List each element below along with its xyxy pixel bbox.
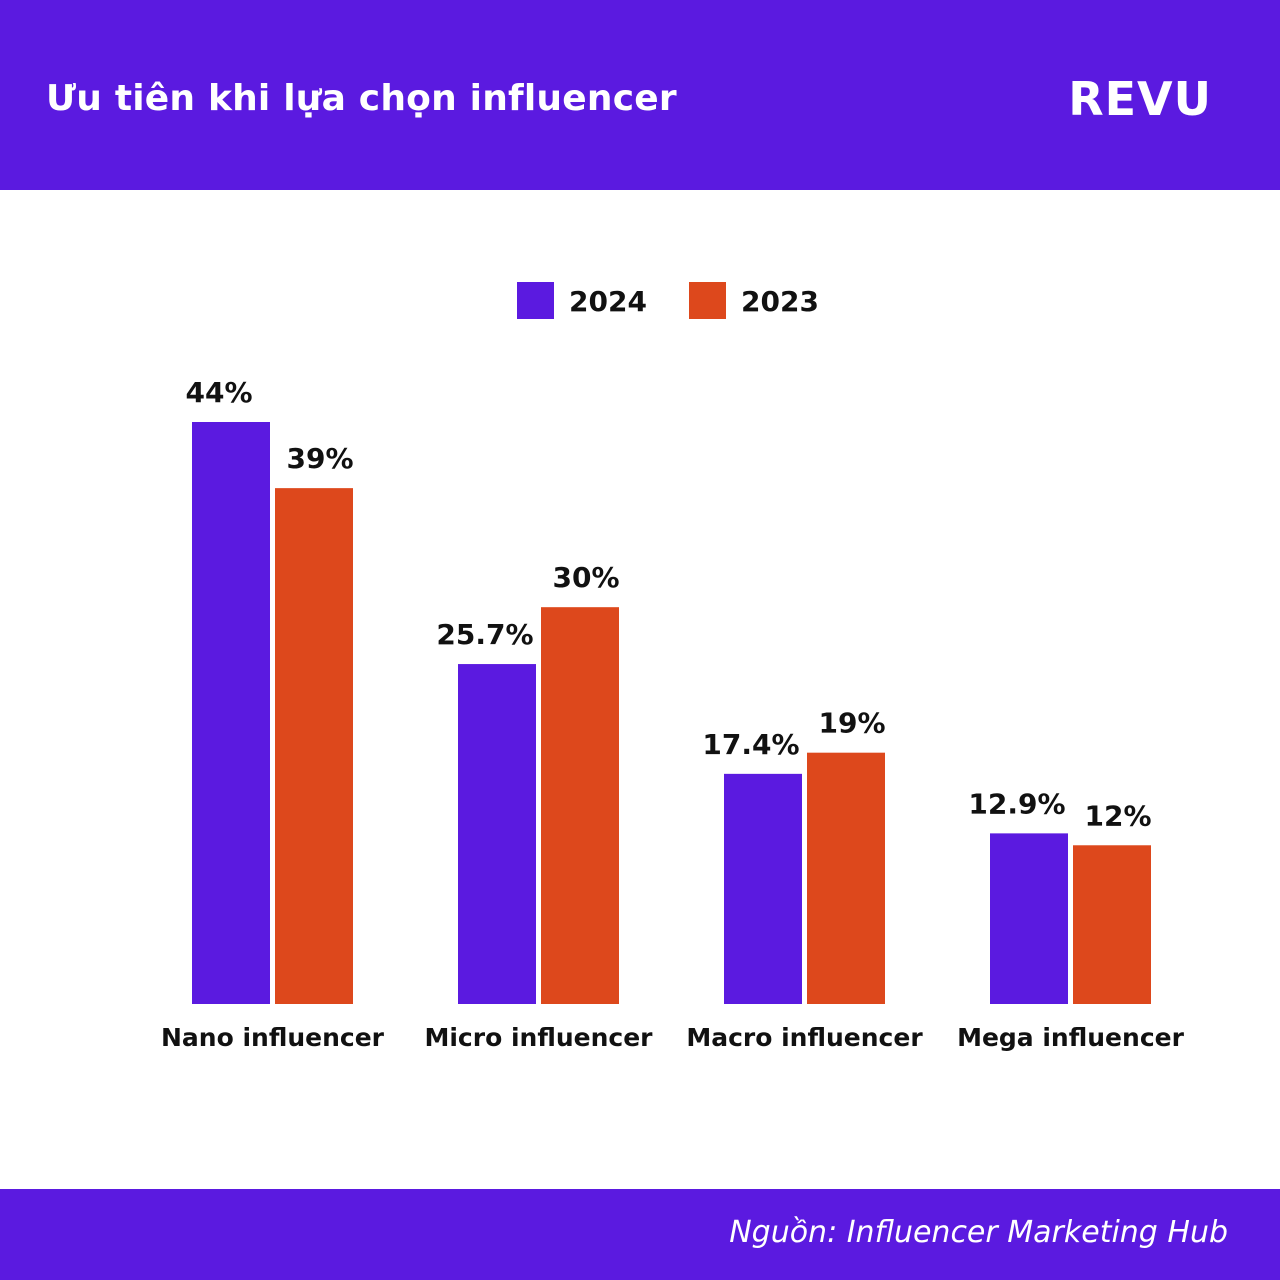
bar-2023-1 [541, 607, 619, 1004]
value-label-2023-1: 30% [552, 561, 619, 594]
category-label-2: Macro influencer [686, 1023, 923, 1052]
brand-logo: REVU [1068, 72, 1212, 126]
category-labels-group: Nano influencer Micro influencer Macro inf… [161, 1023, 1185, 1052]
value-label-2024-2: 17.4% [702, 728, 799, 761]
bars-group [192, 422, 1151, 1004]
bar-2023-2 [807, 752, 885, 1004]
category-label-0: Nano influencer [161, 1023, 385, 1052]
value-label-2023-0: 39% [286, 442, 353, 475]
bar-2023-3 [1073, 845, 1151, 1004]
value-label-2024-1: 25.7% [436, 618, 533, 651]
legend-label-2023: 2023 [741, 285, 819, 318]
bar-2024-0 [192, 422, 270, 1004]
bar-2024-1 [458, 664, 536, 1004]
category-label-1: Micro influencer [424, 1023, 653, 1052]
page-title: Ưu tiên khi lựa chọn influencer [46, 78, 677, 119]
source-note: Nguồn: Influencer Marketing Hub [729, 1215, 1228, 1250]
bar-chart: 2024 2023 44%39%25.7%30%17.4%19%12.9% 12% … [161, 282, 1185, 1052]
legend-label-2024: 2024 [569, 285, 647, 318]
legend: 2024 2023 [517, 282, 819, 319]
legend-swatch-2023 [689, 282, 726, 319]
category-label-3: Mega influencer [957, 1023, 1185, 1052]
value-labels-group: 44% 39% 25.7% 30% 17.4% 19% 12.9% 12% [185, 376, 1151, 832]
value-label-2023-3: 12% [1084, 799, 1151, 832]
value-label-2023-2: 19% [818, 707, 885, 740]
bar-2024-2 [724, 773, 802, 1004]
header-banner: Ưu tiên khi lựa chọn influencer REVU [0, 0, 1280, 190]
value-label-2024-0: 44% [185, 376, 252, 409]
bar-2024-3 [990, 833, 1068, 1004]
value-label-2024-3: 12.9% [968, 787, 1065, 820]
bar-2023-0 [275, 488, 353, 1004]
chart-area: 2024 2023 44% 39% 25.7% 30% 17.4% 19% 12.9% 12% … [0, 190, 1280, 1190]
legend-swatch-2024 [517, 282, 554, 319]
footer-banner: Nguồn: Influencer Marketing Hub [0, 1189, 1280, 1280]
